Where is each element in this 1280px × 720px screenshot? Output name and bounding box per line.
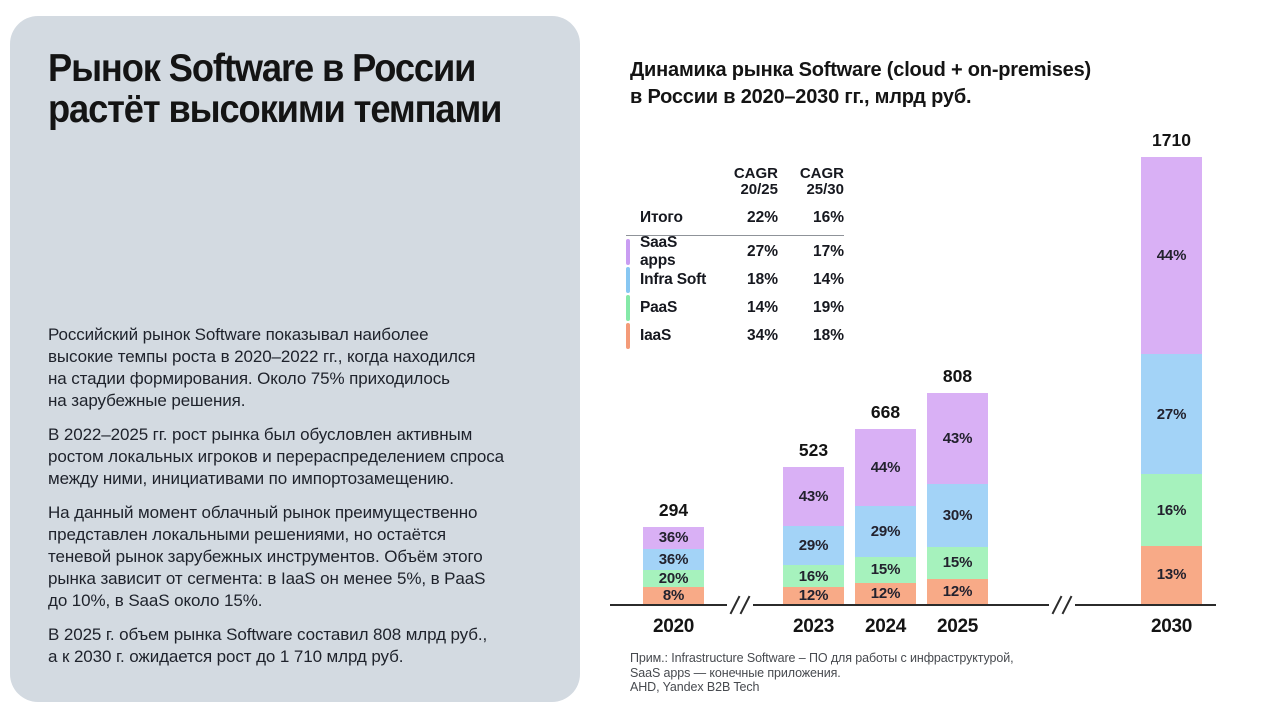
cagr-row-итого: Итого 22% 16% [626,202,844,234]
segment-percent-label: 43% [942,429,973,447]
bar-2020: 36% 36% 20% 8% [643,527,704,604]
segment-percent-label: 16% [798,567,829,585]
segment-percent-label: 29% [798,536,829,554]
cagr-row-label: PaaS [640,299,678,316]
segment-percent-label: 15% [870,561,901,579]
cagr-table: CAGR 20/25 CAGR 25/30 Итого 22% 16% SaaS apps… [626,166,844,350]
cagr-value-20-25: 18% [746,271,778,288]
segment-percent-label: 16% [1156,501,1187,519]
cagr-row-saas-apps: SaaS apps 27% 17% [626,234,844,269]
bar-segment-saas-apps-2023: 43% [783,467,844,526]
legend-color-tick [626,239,630,265]
paragraph-cloud-market: На данный момент облачный рынок преимуще… [48,503,486,610]
slide-title: Рынок Software в России растёт высокими … [48,47,502,131]
chart-footnote: Прим.: Infrastructure Software – ПО для … [630,651,1014,694]
segment-percent-label: 12% [942,582,973,600]
cagr-value-20-25: 34% [746,327,778,344]
legend-color-tick [626,323,630,349]
bar-segment-paas-2024: 15% [855,556,916,583]
segment-percent-label: 12% [798,587,829,604]
cagr-row-infra-soft: Infra Soft 18% 14% [626,266,844,294]
bar-segment-iaas-2030: 13% [1141,545,1202,604]
bar-segment-infra-soft-2030: 27% [1141,353,1202,475]
paragraph-2022-2025: В 2022–2025 гг. рост рынка был обусловле… [48,425,504,488]
cagr-row-label: IaaS [640,327,672,344]
segment-percent-label: 20% [658,570,689,587]
segment-percent-label: 44% [1156,246,1187,264]
cagr-value-20-25: 27% [746,243,778,260]
cagr-value-25-30: 14% [812,271,844,288]
bar-total-label-2025: 808 [942,366,973,386]
slide-body-text: Российский рынок Software показывал наиб… [48,324,553,680]
cagr-header-25-30: CAGR 25/30 [799,165,844,198]
bar-segment-iaas-2023: 12% [783,587,844,604]
segment-percent-label: 36% [658,529,689,547]
bar-2024: 44% 29% 15% 12% [855,429,916,604]
paragraph-market-growth: Российский рынок Software показывал наиб… [48,325,476,410]
bar-total-label-2024: 668 [870,402,901,422]
cagr-value-25-30: 17% [812,243,844,260]
bar-segment-paas-2030: 16% [1141,474,1202,546]
bar-2023: 43% 29% 16% 12% [783,467,844,604]
segment-percent-label: 30% [942,506,973,524]
bar-segment-paas-2020: 20% [643,570,704,587]
segment-percent-label: 29% [870,522,901,540]
cagr-value-25-30: 16% [812,209,844,226]
bar-segment-infra-soft-2024: 29% [855,506,916,557]
bar-2030: 44% 27% 16% 13% [1141,157,1202,604]
left-text-panel: Рынок Software в России растёт высокими … [10,16,580,702]
cagr-row-label: Итого [640,209,683,226]
x-axis-label-2030: 2030 [1150,616,1193,637]
segment-percent-label: 15% [942,554,973,572]
bar-segment-iaas-2020: 8% [643,587,704,604]
bar-segment-paas-2025: 15% [927,547,988,579]
bar-segment-saas-apps-2025: 43% [927,393,988,484]
bar-segment-saas-apps-2030: 44% [1141,157,1202,354]
chart-title: Динамика рынка Software (cloud + on-prem… [630,59,1091,108]
bar-chart: 36% 36% 20% 8% 294 2020 43% 29% 16% 12% 523 2023 44%… [610,120,1260,660]
cagr-row-iaas: IaaS 34% 18% [626,322,844,350]
cagr-value-25-30: 19% [812,299,844,316]
cagr-value-20-25: 22% [746,209,778,226]
bar-total-label-2030: 1710 [1152,130,1191,150]
bar-segment-saas-apps-2024: 44% [855,429,916,506]
cagr-header-20-25: CAGR 20/25 [733,165,778,198]
cagr-row-label: SaaS apps [640,234,678,269]
bar-total-label-2023: 523 [798,440,829,460]
bar-segment-infra-soft-2020: 36% [643,548,704,570]
segment-percent-label: 8% [662,587,685,604]
x-axis-label-2024: 2024 [864,616,907,637]
segment-percent-label: 44% [870,459,901,476]
x-axis-label-2023: 2023 [792,616,835,637]
x-axis-label-2020: 2020 [652,616,695,637]
bar-2025: 43% 30% 15% 12% [927,393,988,604]
bar-segment-paas-2023: 16% [783,565,844,587]
bar-segment-saas-apps-2020: 36% [643,527,704,549]
bar-total-label-2020: 294 [658,500,689,520]
x-axis-label-2025: 2025 [936,616,979,637]
bar-segment-iaas-2024: 12% [855,583,916,604]
cagr-value-20-25: 14% [746,299,778,316]
segment-percent-label: 43% [798,487,829,505]
bar-segment-infra-soft-2025: 30% [927,483,988,548]
cagr-row-paas: PaaS 14% 19% [626,294,844,322]
segment-percent-label: 36% [658,550,689,568]
segment-percent-label: 13% [1156,566,1187,584]
paragraph-2025-volume: В 2025 г. объем рынка Software составил … [48,625,488,666]
segment-percent-label: 12% [870,585,901,602]
cagr-row-label: Infra Soft [640,271,707,288]
cagr-separator-line [626,235,844,236]
cagr-header-row: CAGR 20/25 CAGR 25/30 [626,166,844,202]
cagr-value-25-30: 18% [812,327,844,344]
x-axis-line [610,604,1216,606]
legend-color-tick [626,267,630,293]
bar-segment-iaas-2025: 12% [927,578,988,604]
bar-segment-infra-soft-2023: 29% [783,525,844,566]
legend-color-tick [626,295,630,321]
segment-percent-label: 27% [1156,405,1187,423]
